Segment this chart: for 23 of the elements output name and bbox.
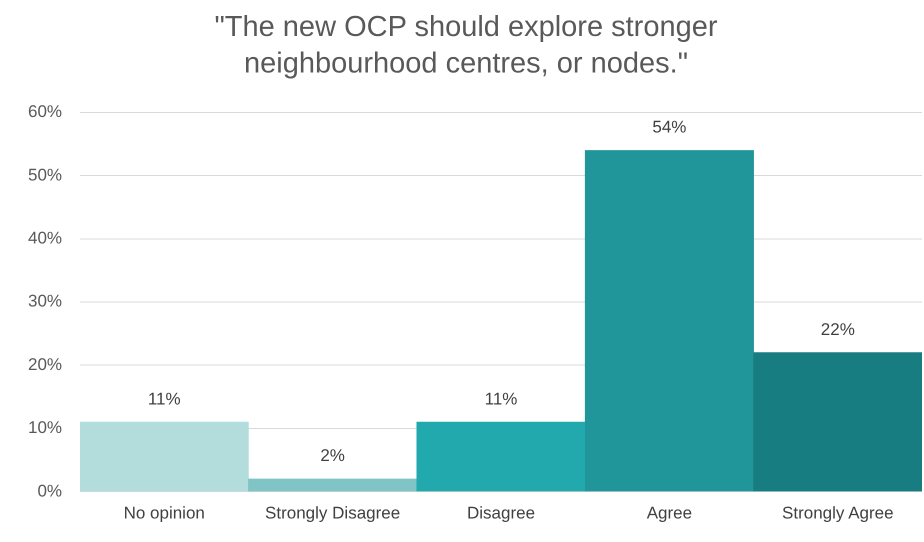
x-tick-label: Disagree bbox=[466, 503, 536, 522]
data-label: 11% bbox=[148, 389, 181, 408]
y-tick-label: 60% bbox=[28, 102, 62, 122]
data-label: 54% bbox=[652, 118, 686, 137]
data-label: 11% bbox=[484, 389, 518, 408]
bar bbox=[753, 352, 922, 492]
bar bbox=[416, 422, 586, 492]
x-tick-label: No opinion bbox=[124, 503, 205, 522]
y-tick-label: 10% bbox=[28, 418, 62, 438]
bar bbox=[80, 422, 249, 492]
y-tick-label: 20% bbox=[28, 354, 62, 374]
x-tick-label: Strongly Agree bbox=[782, 503, 894, 522]
y-tick-label: 30% bbox=[28, 292, 62, 311]
chart-title: "The new OCP should explore stronger neighbourhood centres, or nodes." bbox=[214, 11, 718, 80]
y-tick-label: 0% bbox=[37, 481, 62, 500]
bar bbox=[248, 478, 418, 492]
x-tick-label: Strongly Disagree bbox=[265, 503, 400, 522]
x-tick-label: Agree bbox=[646, 503, 692, 522]
y-tick-label: 40% bbox=[28, 228, 62, 248]
data-label: 2% bbox=[320, 446, 345, 466]
y-tick-label: 50% bbox=[28, 165, 62, 184]
data-label: 22% bbox=[820, 320, 855, 339]
bar bbox=[584, 150, 754, 492]
